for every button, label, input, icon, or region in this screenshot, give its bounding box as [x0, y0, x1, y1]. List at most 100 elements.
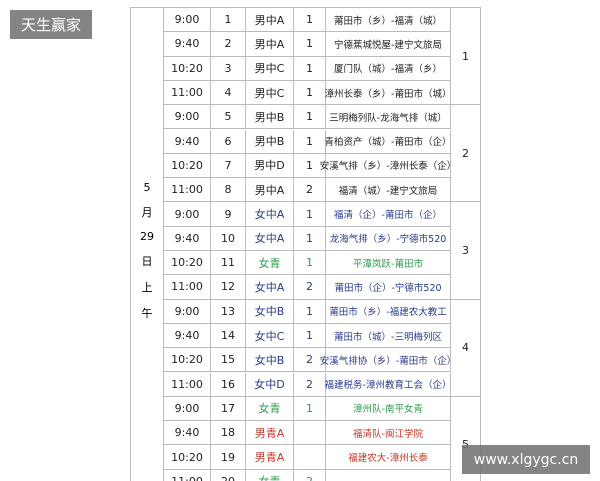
no-cell: 9	[211, 202, 246, 227]
teams-cell: 龙海气排（乡）-宁德市520	[326, 226, 451, 251]
schedule-table: 5 月 29 日上午 9:00 1 男中A 1 莆田市（乡）-福清（城） 9:40 2 男中A 1 宁德蕉…	[130, 7, 481, 481]
time-cell: 9:00	[164, 202, 211, 227]
date-char: 上	[141, 280, 153, 294]
group-cell: 男中C	[246, 56, 294, 81]
round-cell: 1	[294, 56, 326, 81]
no-cell: 2	[211, 32, 246, 57]
time-cell: 11:00	[164, 275, 211, 300]
date-char: 29	[140, 229, 154, 243]
teams-cell: 三明梅列队-龙海气排（城）	[326, 105, 451, 130]
court-cell: 3	[451, 202, 481, 300]
date-char: 午	[141, 306, 153, 320]
teams-cell: 漳州长泰（乡）-莆田市（城）	[325, 80, 451, 106]
group-cell: 男中A	[246, 32, 294, 57]
round-cell: 2	[294, 178, 326, 203]
group-cell: 男中A	[246, 178, 294, 203]
group-cell: 女中B	[246, 299, 294, 324]
time-cell: 11:00	[164, 80, 211, 106]
date-cell: 5 月 29 日上午	[131, 8, 164, 481]
no-cell: 20	[211, 469, 246, 481]
time-cell: 10:20	[164, 251, 211, 276]
time-cell: 10:20	[164, 153, 211, 179]
time-cell: 11:00	[164, 372, 211, 397]
teams-cell: 福清（城）-建宁文旅局	[326, 178, 451, 203]
no-cell: 12	[211, 275, 246, 300]
group-cell: 男青A	[246, 421, 294, 446]
teams-cell: 福建农大-漳州长泰	[326, 445, 451, 470]
no-cell: 17	[211, 396, 246, 422]
time-cell: 9:40	[164, 129, 211, 154]
teams-cell: 莆田市（乡）-福清（城）	[326, 8, 451, 33]
time-cell: 9:40	[164, 421, 211, 446]
teams-cell: 福建税务-漳州教育工会（企）	[325, 372, 451, 397]
round-cell: 1	[294, 105, 326, 130]
no-cell: 4	[211, 80, 246, 106]
court-cell: 1	[451, 8, 481, 106]
teams-cell: 福清（企）-莆田市（企）	[326, 202, 451, 227]
round-cell: 1	[294, 396, 326, 422]
group-cell: 女青	[246, 396, 294, 422]
watermark: 天生赢家	[10, 10, 92, 39]
round-cell: 2	[294, 348, 326, 373]
no-cell: 18	[211, 421, 246, 446]
teams-cell: 厦门队（城）-福清（乡）	[326, 56, 451, 81]
round-cell: 1	[294, 129, 326, 154]
teams-cell: 莆田市（乡）-福建农大教工	[326, 299, 451, 324]
teams-cell: 安溪气排（乡）-漳州长泰（企）	[320, 153, 456, 179]
group-cell: 女中C	[246, 323, 294, 349]
court-cell: 5	[451, 396, 481, 481]
group-cell: 女青	[246, 469, 294, 481]
time-cell: 11:00	[164, 178, 211, 203]
group-cell: 女中B	[246, 348, 294, 373]
round-cell: 1	[294, 8, 326, 33]
no-cell: 10	[211, 226, 246, 251]
group-cell: 女中A	[246, 226, 294, 251]
group-cell: 女中A	[246, 275, 294, 300]
group-cell: 女青	[246, 251, 294, 276]
time-cell: 10:20	[164, 348, 211, 373]
no-cell: 5	[211, 105, 246, 130]
time-cell: 9:00	[164, 8, 211, 33]
time-cell: 10:20	[164, 56, 211, 81]
teams-cell: 漳州队-南平女青	[326, 396, 451, 422]
time-cell: 10:20	[164, 445, 211, 470]
no-cell: 19	[211, 445, 246, 470]
time-cell: 9:40	[164, 323, 211, 349]
no-cell: 11	[211, 251, 246, 276]
group-cell: 男中B	[246, 129, 294, 154]
round-cell: 2	[294, 275, 326, 300]
round-cell	[294, 445, 326, 470]
teams-cell	[326, 469, 451, 481]
round-cell: 1	[294, 202, 326, 227]
no-cell: 13	[211, 299, 246, 324]
group-cell: 男中A	[246, 8, 294, 33]
no-cell: 14	[211, 323, 246, 349]
group-cell: 男中D	[246, 153, 294, 179]
time-cell: 11:00	[164, 469, 211, 481]
time-cell: 9:00	[164, 299, 211, 324]
no-cell: 8	[211, 178, 246, 203]
no-cell: 7	[211, 153, 246, 179]
group-cell: 女中A	[246, 202, 294, 227]
teams-cell: 宁德蕉城悦屋-建宁文旅局	[326, 32, 451, 57]
date-char: 5	[143, 180, 151, 194]
teams-cell: 平潭岚跃-莆田市	[326, 251, 451, 276]
round-cell: 1	[294, 323, 326, 349]
teams-cell: 莆田市（城）-三明梅列区	[326, 323, 451, 349]
teams-cell: 青柏资产（城）-莆田市（企）	[325, 129, 451, 154]
no-cell: 15	[211, 348, 246, 373]
round-cell: 2	[294, 372, 326, 397]
group-cell: 男中C	[246, 80, 294, 106]
date-char: 日	[141, 254, 153, 268]
time-cell: 9:00	[164, 396, 211, 422]
watermark: www.xlgygc.cn	[462, 445, 590, 474]
teams-cell: 福清队-闽江学院	[326, 421, 451, 446]
no-cell: 3	[211, 56, 246, 81]
round-cell: 1	[294, 299, 326, 324]
no-cell: 16	[211, 372, 246, 397]
date-char: 月	[141, 205, 153, 219]
time-cell: 9:40	[164, 226, 211, 251]
round-cell: 2	[294, 469, 326, 481]
court-cell: 4	[451, 299, 481, 397]
